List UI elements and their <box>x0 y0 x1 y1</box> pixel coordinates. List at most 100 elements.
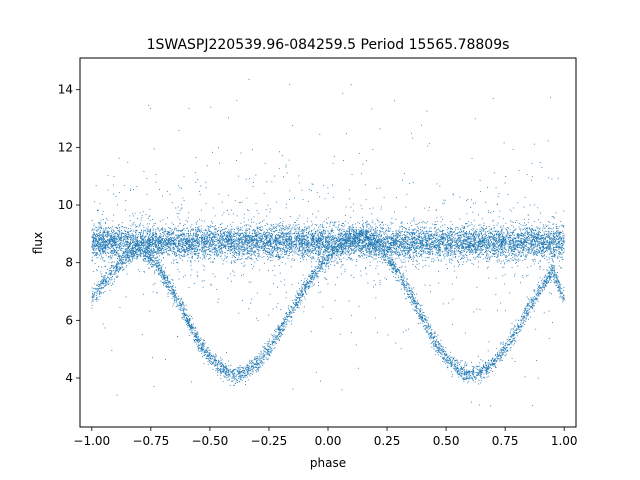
data-point <box>504 244 506 246</box>
data-point <box>475 249 477 251</box>
data-point <box>281 253 283 255</box>
data-point <box>125 250 127 252</box>
data-point <box>370 239 372 241</box>
data-point <box>273 226 275 228</box>
data-point <box>273 242 275 244</box>
data-point <box>313 240 315 242</box>
data-point <box>556 226 558 228</box>
data-point <box>298 235 300 237</box>
data-point <box>97 245 99 247</box>
data-point <box>307 239 309 241</box>
data-point <box>504 240 506 242</box>
data-point <box>374 232 376 234</box>
data-point <box>447 239 449 241</box>
data-point <box>165 239 167 241</box>
data-point <box>105 247 107 249</box>
data-point <box>181 251 183 253</box>
data-point <box>97 237 99 238</box>
data-point <box>540 242 542 244</box>
data-point <box>225 238 227 240</box>
data-point <box>330 246 332 248</box>
data-point <box>195 237 197 239</box>
data-point <box>286 242 288 244</box>
data-point <box>349 244 351 246</box>
data-point <box>394 241 396 243</box>
data-point <box>286 244 288 246</box>
data-point <box>186 235 188 237</box>
data-point <box>327 240 329 242</box>
data-point <box>470 238 472 239</box>
data-point <box>420 254 422 256</box>
data-point <box>127 238 128 240</box>
data-point <box>446 246 448 248</box>
data-point <box>418 233 420 235</box>
data-point <box>412 234 413 236</box>
data-point <box>146 230 148 232</box>
data-point <box>318 243 320 245</box>
data-point <box>303 255 305 257</box>
data-point <box>456 239 458 241</box>
data-point <box>322 238 324 240</box>
data-point <box>414 247 416 249</box>
data-point <box>534 252 536 254</box>
data-point <box>548 256 550 258</box>
data-point <box>195 242 197 243</box>
data-point <box>535 250 537 252</box>
data-point <box>255 238 257 239</box>
data-point <box>179 244 181 246</box>
data-point <box>196 232 197 234</box>
data-point <box>301 236 303 238</box>
data-point <box>302 259 304 261</box>
data-point <box>353 234 355 236</box>
data-point <box>342 264 344 266</box>
data-point <box>230 234 232 236</box>
data-point <box>96 240 98 242</box>
data-point <box>156 252 158 254</box>
data-point <box>205 242 207 244</box>
data-point <box>534 258 536 260</box>
data-point <box>195 246 197 248</box>
data-point <box>200 231 202 232</box>
data-point <box>270 249 272 251</box>
data-point <box>430 246 432 248</box>
data-point <box>214 252 216 254</box>
data-point <box>465 240 467 242</box>
data-point <box>224 227 226 229</box>
data-point <box>323 229 325 231</box>
data-point <box>267 230 268 232</box>
data-point <box>405 241 407 243</box>
data-point <box>457 247 459 249</box>
data-point <box>169 243 171 245</box>
data-point <box>353 235 354 237</box>
data-point <box>99 224 101 226</box>
data-point <box>388 228 390 230</box>
data-point <box>189 238 191 240</box>
data-point <box>113 251 115 252</box>
data-point <box>407 251 409 253</box>
data-point <box>135 232 137 234</box>
data-point <box>533 233 535 235</box>
data-point <box>106 243 107 245</box>
data-point <box>111 233 113 235</box>
data-point <box>265 253 267 255</box>
data-point <box>501 237 503 239</box>
data-point <box>92 239 94 241</box>
data-point <box>494 231 496 233</box>
data-point <box>109 235 111 237</box>
data-point <box>482 238 484 240</box>
data-point <box>120 250 122 252</box>
data-point <box>381 221 383 223</box>
data-point <box>219 229 221 231</box>
data-point <box>447 236 449 238</box>
data-point <box>312 233 313 235</box>
data-point <box>325 247 327 249</box>
data-point <box>560 245 562 247</box>
data-point <box>288 238 290 240</box>
data-point <box>108 231 109 233</box>
data-point <box>300 250 302 252</box>
data-point <box>314 249 316 251</box>
data-point <box>100 234 102 236</box>
data-point <box>415 223 417 225</box>
data-point <box>429 247 431 249</box>
data-point <box>196 250 198 252</box>
